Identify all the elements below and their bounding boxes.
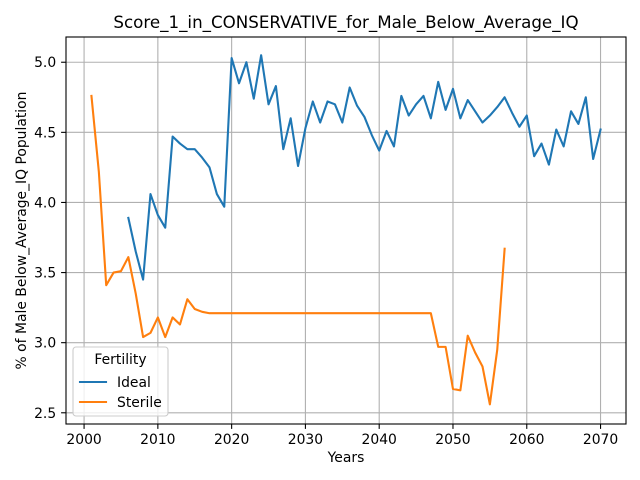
x-tick-label: 2020 <box>214 432 249 448</box>
x-tick-label: 2030 <box>288 432 323 448</box>
axes-frame <box>65 36 627 425</box>
x-tick-label: 2000 <box>66 432 101 448</box>
x-tick-label: 2050 <box>435 432 470 448</box>
x-tick-label: 2070 <box>583 432 618 448</box>
legend-title: Fertility <box>94 352 146 368</box>
x-axis-label: Years <box>327 450 365 466</box>
series-lines <box>90 54 602 406</box>
legend-entry: Sterile <box>78 395 162 411</box>
legend: Fertility Ideal Sterile <box>72 346 169 417</box>
x-tick-label: 2010 <box>140 432 175 448</box>
y-tick-label: 2.5 <box>34 406 56 422</box>
y-tick-label: 3.5 <box>34 266 56 282</box>
x-tick-label: 2060 <box>509 432 544 448</box>
x-tick-label: 2040 <box>362 432 397 448</box>
y-tick-label: 5.0 <box>34 55 56 71</box>
legend-entry: Ideal <box>78 375 151 391</box>
y-tick-label: 3.0 <box>34 336 56 352</box>
series-line-sterile <box>90 94 506 406</box>
axis-ticks: 2000 2010 2020 2030 2040 2050 2060 2070 2.5 3.0 3.… <box>34 55 618 448</box>
legend-frame <box>72 346 169 417</box>
y-tick-label: 4.0 <box>34 195 56 211</box>
y-tick-label: 4.5 <box>34 125 56 141</box>
chart-title: Score_1_in_CONSERVATIVE_for_Male_Below_A… <box>113 12 578 33</box>
legend-label-sterile: Sterile <box>117 395 162 411</box>
legend-label-ideal: Ideal <box>117 375 151 391</box>
y-axis-label: % of Male Below_Average_IQ Population <box>14 92 30 370</box>
series-line-ideal <box>127 54 602 281</box>
gridlines <box>66 37 626 424</box>
